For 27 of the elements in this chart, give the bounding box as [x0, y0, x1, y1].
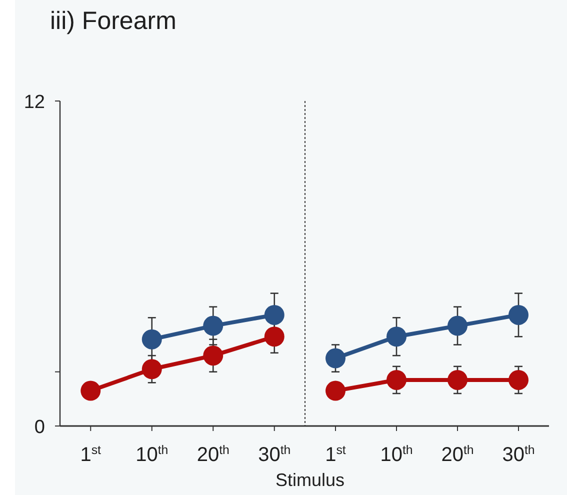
- point: [448, 316, 468, 336]
- point: [326, 348, 346, 368]
- x-axis-title: Stimulus: [275, 470, 345, 491]
- point: [203, 346, 224, 366]
- point: [508, 304, 528, 325]
- point: [80, 380, 101, 401]
- x-tick-label: 1$^{st}$: [325, 443, 346, 466]
- x-tick-label: 1$^{st}$: [80, 443, 102, 466]
- x-tick-label: 20$^{th}$: [196, 443, 230, 466]
- x-tick-label: 20$^{th}$: [441, 443, 474, 466]
- y-tick-label: 0: [34, 417, 45, 438]
- point: [142, 329, 162, 350]
- point: [326, 380, 346, 401]
- point: [264, 304, 284, 325]
- point: [264, 326, 284, 347]
- point: [448, 370, 468, 390]
- point: [386, 326, 406, 347]
- point: [508, 370, 528, 390]
- y-tick-label: 12: [24, 92, 45, 113]
- x-tick-label: 10$^{th}$: [380, 443, 413, 466]
- point: [142, 359, 162, 380]
- point: [386, 370, 406, 390]
- x-tick-label: 30$^{th}$: [502, 443, 535, 466]
- x-tick-label: 10$^{th}$: [136, 443, 168, 466]
- point: [203, 316, 224, 336]
- chart-title: iii) Forearm: [50, 7, 176, 36]
- x-tick-label: 30$^{th}$: [258, 443, 291, 466]
